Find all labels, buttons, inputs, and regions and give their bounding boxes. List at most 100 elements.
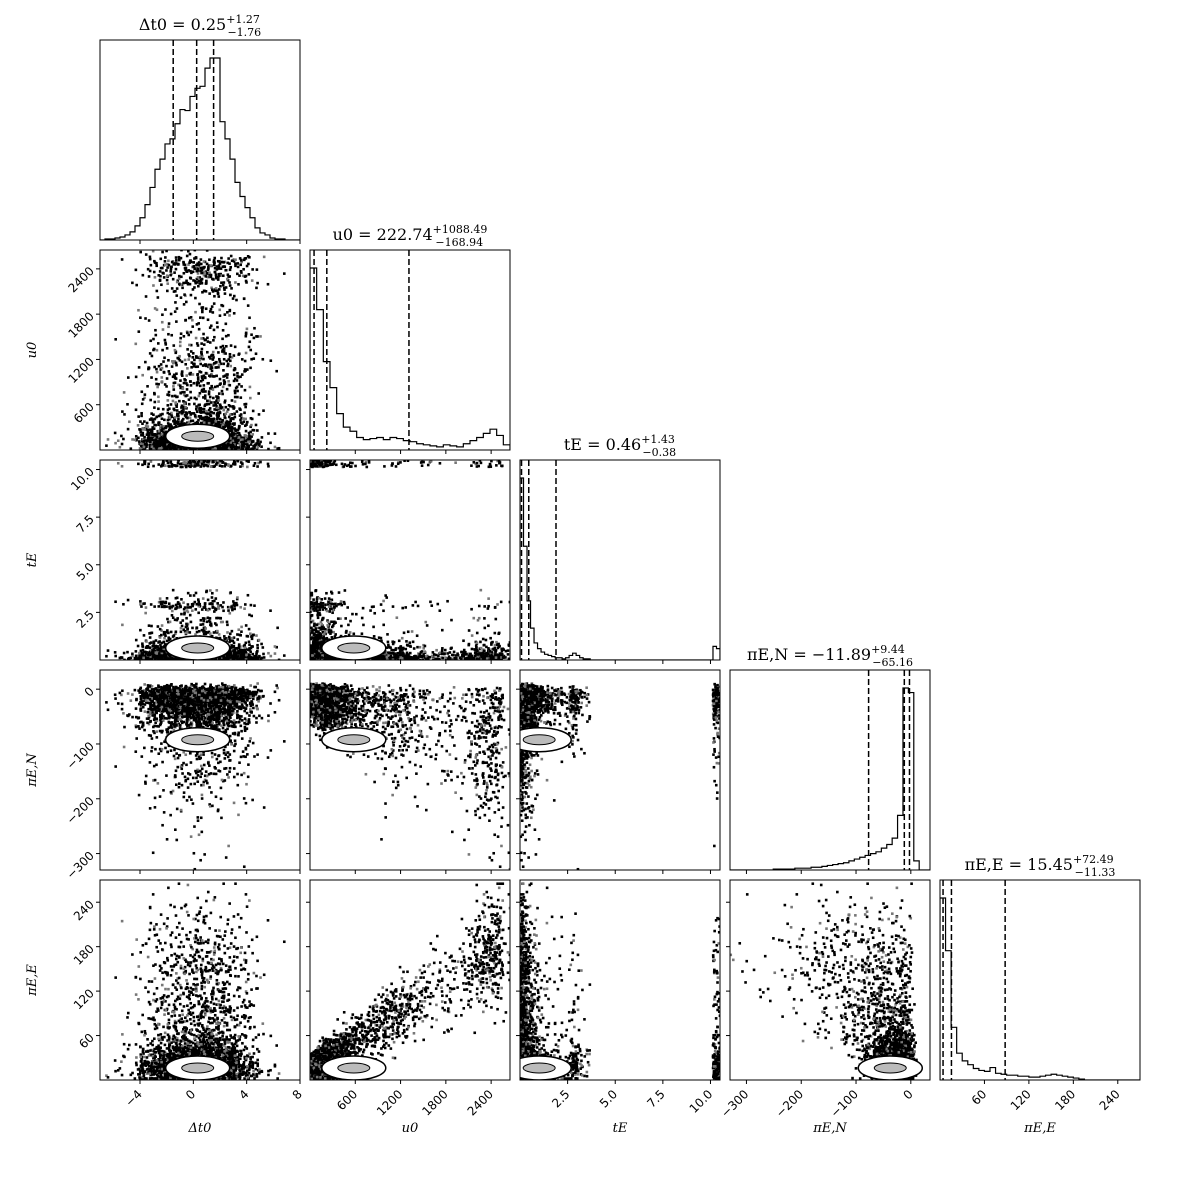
sample-point [208, 365, 211, 369]
sample-point [176, 263, 180, 266]
sample-point [152, 427, 156, 430]
sample-point [161, 412, 164, 416]
sample-point [194, 591, 198, 595]
sample-point [183, 358, 187, 362]
sample-point [121, 410, 124, 413]
sample-point [229, 344, 233, 347]
sample-point [227, 379, 230, 383]
sample-point [137, 436, 140, 440]
sample-point [214, 417, 217, 421]
sample-point [191, 609, 194, 612]
sample-point [188, 354, 191, 358]
sample-point [197, 261, 201, 264]
sample-point [136, 424, 140, 427]
sample-point [173, 271, 176, 274]
sample-point [252, 357, 256, 360]
sample-point [160, 432, 164, 436]
sample-point [186, 628, 189, 631]
sample-point [188, 276, 192, 280]
sample-point [205, 262, 209, 266]
sample-point [230, 287, 233, 290]
sample-point [217, 365, 220, 369]
sample-point [244, 351, 248, 355]
sample-point [211, 417, 215, 421]
sample-point [137, 308, 140, 312]
sample-point [183, 414, 187, 417]
sample-point [225, 410, 229, 413]
sample-point [192, 381, 196, 385]
sample-point [214, 422, 217, 426]
sample-point [247, 436, 251, 439]
sample-point [217, 275, 220, 279]
sample-point [239, 269, 243, 273]
sample-point [161, 461, 165, 465]
sample-point [169, 270, 173, 273]
sample-point [228, 314, 231, 317]
sample-point [150, 412, 153, 415]
sample-point [248, 434, 251, 437]
sample-point [235, 379, 239, 382]
sample-point [233, 443, 236, 446]
sample-point [141, 422, 144, 426]
sample-point [207, 402, 211, 406]
sample-point [208, 387, 212, 390]
sample-point [186, 348, 189, 351]
sample-point [204, 290, 208, 293]
sample-point [214, 346, 218, 350]
sample-point [152, 443, 156, 447]
sample-point [169, 403, 173, 406]
sample-point [201, 310, 204, 314]
sample-point [191, 288, 195, 291]
sample-point [179, 423, 183, 426]
sample-point [230, 436, 234, 440]
sample-point [161, 328, 165, 331]
sample-point [188, 343, 191, 347]
sample-point [154, 442, 158, 445]
sample-point [176, 422, 180, 426]
sample-point [219, 345, 223, 349]
sample-point [157, 421, 161, 424]
sample-point [138, 440, 141, 443]
sample-point [188, 416, 192, 420]
sample-point [214, 287, 218, 290]
sample-point [211, 388, 215, 391]
sample-point [213, 599, 216, 603]
sample-point [176, 279, 180, 282]
sample-point [210, 384, 213, 388]
sample-point [180, 404, 184, 408]
sample-point [166, 289, 169, 293]
sample-point [171, 375, 175, 379]
sample-point [170, 360, 174, 363]
sample-point [220, 281, 223, 285]
sample-point [174, 256, 178, 259]
sample-point [252, 464, 256, 468]
sample-point [164, 308, 167, 311]
sample-point [167, 259, 170, 263]
sample-point [180, 275, 183, 279]
sample-point [150, 445, 154, 448]
sample-point [183, 293, 186, 296]
sample-point [193, 280, 197, 283]
sample-point [240, 373, 244, 376]
sample-point [255, 653, 258, 656]
sample-point [191, 318, 194, 322]
sample-point [260, 436, 264, 439]
sample-point [157, 431, 160, 435]
sample-point [203, 394, 207, 398]
sample-point [155, 308, 159, 312]
sample-point [243, 359, 247, 363]
sample-point [227, 444, 230, 447]
sample-point [178, 359, 182, 362]
sample-point [239, 421, 243, 424]
sample-point [149, 263, 153, 267]
sample-point [241, 447, 245, 450]
sample-point [184, 268, 187, 272]
sample-point [153, 434, 157, 437]
sample-point [234, 437, 238, 440]
sample-point [188, 460, 192, 463]
sample-point [156, 445, 160, 449]
sample-point [236, 265, 240, 269]
sample-point [118, 445, 122, 449]
sample-point [275, 645, 279, 649]
sample-point [273, 445, 277, 449]
